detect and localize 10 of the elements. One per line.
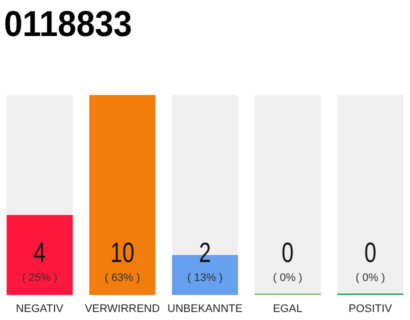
x-tick-label: EGAL (272, 303, 302, 315)
data-label: 10 ( 63% ) (104, 237, 142, 284)
x-tick-label: NEGATIV (16, 303, 64, 315)
chart-title: 0118833 (4, 3, 142, 44)
x-tick-label: UNBEKANNTE (167, 303, 243, 315)
data-label: 4 ( 25% ) (22, 237, 58, 284)
data-label: 0 ( 0% ) (272, 237, 302, 284)
x-tick-label: POSITIV (348, 303, 393, 315)
x-tick-label: VERWIRREND (84, 303, 160, 315)
data-label: 0 ( 0% ) (356, 237, 385, 284)
